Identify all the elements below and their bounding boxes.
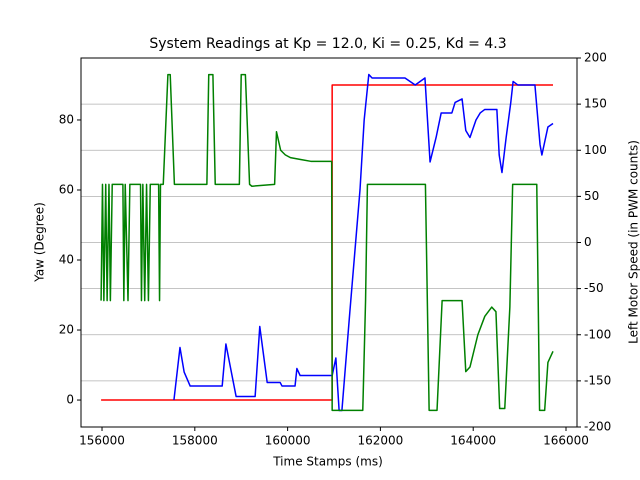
y2-tick-label: 0 <box>584 235 592 249</box>
chart-title: System Readings at Kp = 12.0, Ki = 0.25,… <box>149 36 506 52</box>
y-tick-label: 20 <box>59 323 74 337</box>
y2-tick-label: -200 <box>584 420 611 434</box>
plot-frame <box>80 57 578 428</box>
x-tick-label: 156000 <box>79 434 125 448</box>
y-tick-label: 40 <box>59 253 74 267</box>
data-line <box>173 73 554 412</box>
data-line <box>100 73 554 412</box>
y2-tick-label: 50 <box>584 189 599 203</box>
x-tick-label: 164000 <box>450 434 496 448</box>
y2-tick-label: -50 <box>584 281 604 295</box>
x-tick-label: 162000 <box>358 434 404 448</box>
x-tick-label: 158000 <box>172 434 218 448</box>
y2-tick-label: 100 <box>584 143 607 157</box>
y-tick-label: 0 <box>66 393 74 407</box>
y-axis-label: Yaw (Degree) <box>33 202 47 283</box>
x-axis-label: Time Stamps (ms) <box>272 455 383 469</box>
x-tick-label: 160000 <box>265 434 311 448</box>
y2-tick-label: 200 <box>584 51 607 65</box>
y-tick-label: 80 <box>59 112 74 126</box>
y2-tick-label: -100 <box>584 327 611 341</box>
y2-tick-label: -150 <box>584 373 611 387</box>
y2-axis-label: Left Motor Speed (in PWM counts) <box>627 140 640 344</box>
y-tick-label: 60 <box>59 182 74 196</box>
x-tick-label: 166000 <box>543 434 589 448</box>
y2-tick-label: 150 <box>584 97 607 111</box>
